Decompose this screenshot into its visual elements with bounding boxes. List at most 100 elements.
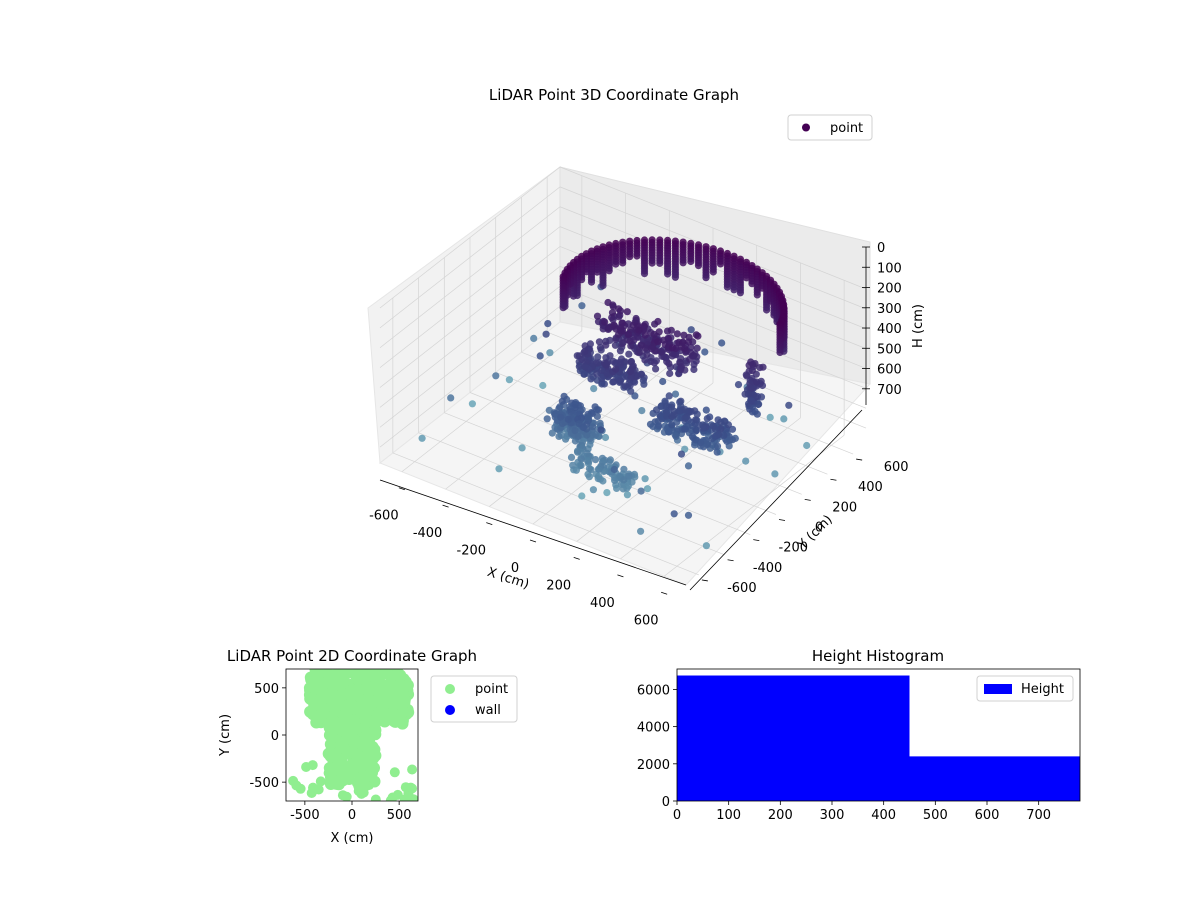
point-3d	[717, 425, 725, 433]
grid-line-3d	[418, 432, 725, 556]
x-axis-line	[379, 479, 687, 586]
point-3d	[690, 360, 698, 369]
point-2d	[350, 669, 363, 676]
point-3d	[684, 511, 693, 519]
point-3d	[610, 465, 618, 474]
point-3d	[574, 448, 582, 456]
point-3d	[671, 431, 679, 439]
point-3d	[736, 289, 745, 297]
point-3d	[583, 431, 591, 439]
point-3d	[626, 367, 635, 376]
point-3d	[661, 340, 669, 349]
point-3d	[595, 465, 603, 474]
point-2d	[364, 699, 377, 712]
y-tick-mark-3d	[804, 498, 811, 501]
point-3d	[604, 325, 612, 333]
point-3d	[684, 462, 693, 470]
x-tick-mark-3d	[573, 557, 580, 560]
point-2d	[307, 693, 320, 706]
point-3d	[709, 268, 717, 276]
point-3d	[650, 359, 659, 367]
point-3d	[569, 461, 577, 469]
grid-line-3d	[559, 266, 867, 389]
point-3d	[581, 342, 589, 350]
point-2d	[342, 746, 355, 759]
y-tick-label-2d: 500	[254, 682, 279, 697]
point-3d	[663, 412, 671, 420]
point-2d	[350, 686, 363, 699]
x-tick-mark-3d	[442, 504, 449, 508]
y-axis-label-3d: Y (cm)	[795, 512, 836, 553]
grid-line-3d	[547, 331, 854, 455]
point-3d	[633, 252, 641, 260]
x-tick-label-3d: 0	[511, 561, 519, 576]
point-3d	[718, 339, 726, 347]
ticks-histogram: 0 100 200 300 400 500 600 700 0 2000 4000 6000	[637, 683, 1051, 823]
point-2d	[288, 775, 299, 786]
chart-histogram: Height Histogram 0 100 200 300 400 500 600 7000…	[637, 647, 1081, 823]
y-tick-label-3d: 400	[858, 480, 883, 495]
point-3d	[730, 286, 738, 294]
grid-line-3d	[379, 266, 561, 408]
point-3d	[578, 492, 586, 500]
point-3d	[597, 426, 605, 434]
point-3d	[559, 304, 567, 312]
point-3d	[637, 487, 645, 495]
point-3d	[693, 344, 701, 352]
point-3d	[723, 283, 732, 291]
point-2d	[339, 764, 350, 775]
point-2d	[315, 701, 328, 714]
point-3d	[505, 376, 513, 384]
legend-2d: point wall	[430, 675, 518, 723]
z-tick-label-3d: 400	[877, 322, 902, 337]
y-tick-mark-3d	[727, 559, 734, 562]
point-2d	[333, 697, 346, 710]
x-tick-label-histogram: 200	[768, 808, 793, 823]
point-3d	[780, 415, 788, 423]
x-axis-label-3d: X (cm)	[485, 565, 531, 593]
point-3d	[647, 345, 656, 353]
point-3d	[668, 412, 676, 421]
point-3d	[591, 456, 600, 464]
point-3d	[671, 273, 680, 281]
point-3d	[593, 312, 602, 320]
point-3d	[742, 371, 750, 379]
point-3d	[687, 344, 695, 352]
point-3d	[581, 363, 589, 371]
histogram-bar	[677, 675, 910, 801]
point-3d	[659, 377, 667, 386]
point-3d	[654, 317, 662, 326]
point-3d	[702, 406, 710, 414]
point-2d	[353, 750, 366, 763]
point-3d	[562, 435, 570, 443]
legend-2d-marker-wall	[445, 705, 455, 715]
chart-3d: LiDAR Point 3D Coordinate Graph -600 -400…	[367, 86, 926, 628]
point-3d	[530, 334, 538, 342]
point-3d	[418, 434, 426, 442]
legend-histogram: Height	[976, 675, 1074, 702]
point-3d	[572, 466, 581, 474]
point-3d	[668, 421, 676, 429]
point-3d	[587, 375, 595, 383]
point-3d	[687, 257, 695, 266]
point-2d	[384, 677, 397, 690]
point-3d	[670, 510, 678, 518]
grid-line-3d	[379, 246, 561, 388]
point-3d	[569, 292, 578, 300]
point-2d	[360, 779, 371, 790]
point-3d	[748, 397, 756, 405]
x-tick-mark-3d	[661, 591, 668, 595]
point-3d	[664, 270, 672, 278]
point-3d	[741, 390, 749, 398]
point-3d	[585, 473, 594, 481]
point-3d	[716, 260, 725, 268]
point-2d	[326, 673, 339, 686]
point-3d	[658, 347, 666, 356]
point-3d	[623, 308, 631, 316]
z-tick-label-3d: 500	[877, 342, 902, 357]
histogram-title: Height Histogram	[812, 647, 944, 665]
point-3d	[685, 407, 693, 415]
point-3d	[690, 365, 698, 374]
point-2d	[326, 731, 339, 744]
point-3d	[702, 542, 711, 550]
